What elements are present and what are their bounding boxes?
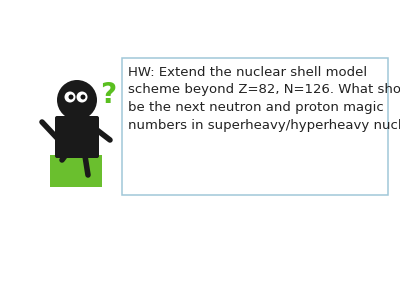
Bar: [50, 155, 102, 187]
Circle shape: [68, 94, 74, 100]
Text: HW: Extend the nuclear shell model
scheme beyond Z=82, N=126. What should
be the: HW: Extend the nuclear shell model schem…: [128, 66, 400, 131]
FancyBboxPatch shape: [122, 58, 388, 195]
Circle shape: [80, 94, 86, 100]
FancyBboxPatch shape: [55, 116, 99, 158]
Circle shape: [76, 92, 88, 103]
Text: ?: ?: [100, 81, 116, 109]
Circle shape: [64, 92, 76, 103]
Circle shape: [57, 80, 97, 120]
